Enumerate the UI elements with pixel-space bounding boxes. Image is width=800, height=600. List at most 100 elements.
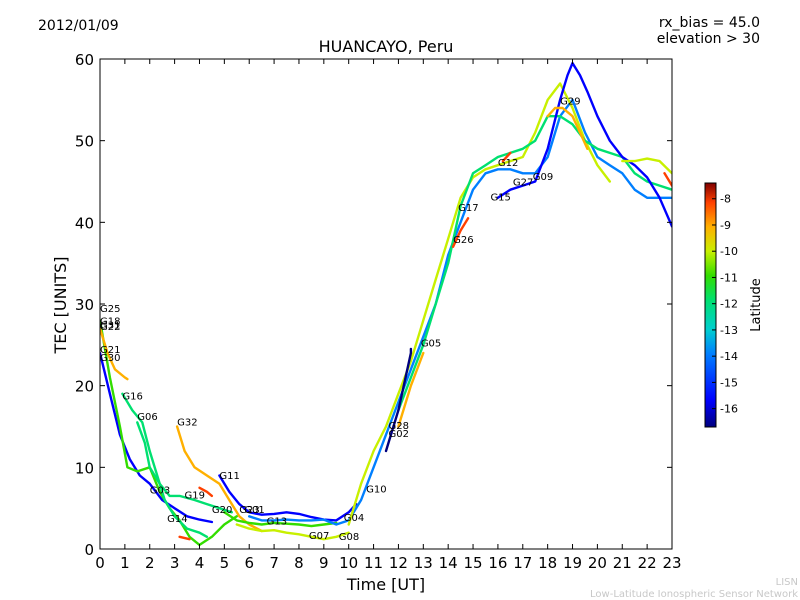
tec-series-9 [235,523,350,541]
x-tick-label: 1 [120,554,130,572]
colorbar-tick-label: -9 [720,219,731,232]
footer-network-name: Low-Latitude Ionospheric Sensor Network [590,589,798,600]
x-tick-label: 5 [220,554,230,572]
colorbar-tick-label: -11 [720,271,738,284]
sat-label-g30: G30 [100,353,120,364]
tec-series-14 [397,351,425,428]
tec-series-4 [121,392,209,538]
colorbar-tick-label: -8 [720,193,731,206]
x-tick-label: 7 [269,554,279,572]
sat-label-g11: G11 [219,471,239,482]
y-axis-label: TEC [UNITS] [51,257,70,355]
tec-series-21 [198,486,214,498]
colorbar-tick-label: -15 [720,376,738,389]
x-tick-label: 13 [414,554,433,572]
x-tick-label: 8 [294,554,304,572]
x-tick-label: 10 [339,554,358,572]
y-tick-label: 20 [75,378,94,396]
sat-label-g05: G05 [421,338,441,349]
x-tick-label: 18 [538,554,557,572]
x-tick-label: 22 [638,554,657,572]
sat-label-g23: G23 [239,505,259,516]
sat-label-g03: G03 [150,485,170,496]
tec-series-5 [136,421,233,514]
sat-label-g08: G08 [339,532,359,543]
tec-series-1 [100,351,214,524]
sat-label-g28: G28 [388,421,408,432]
tec-series-10 [248,98,672,526]
sat-label-g12: G12 [498,158,518,169]
x-tick-label: 0 [95,554,105,572]
x-tick-label: 9 [319,554,329,572]
rx-bias-label: rx_bias = 45.0 [659,15,760,31]
sat-label-g07: G07 [309,531,329,542]
x-tick-label: 12 [389,554,408,572]
tec-series-18 [451,217,470,248]
sat-label-g17: G17 [458,203,478,214]
sat-label-g04: G04 [344,513,364,524]
tec-series-22 [178,535,191,541]
sat-label-g06: G06 [137,412,157,423]
sat-label-g26: G26 [453,235,473,246]
colorbar-label: Latitude [749,278,764,332]
x-tick-label: 6 [244,554,254,572]
sat-label-g19: G19 [185,490,205,501]
axis-ticks: 0 1 2 3 4 5 6 7 8 9 10 11 12 13 14 15 16 17 18 19 20 21 22 2301… [75,51,682,572]
date-label: 2012/01/09 [38,18,119,34]
tec-series-8 [223,511,338,528]
tec-series-7 [218,474,358,522]
y-tick-label: 60 [75,51,94,69]
tec-series-3 [100,327,129,381]
elevation-label: elevation > 30 [657,31,760,47]
sat-label-g10: G10 [366,485,386,496]
sat-label-g25: G25 [100,304,120,315]
colorbar [704,182,717,428]
x-tick-label: 20 [588,554,607,572]
sat-label-g27: G27 [513,178,533,189]
tec-series-19 [501,151,512,163]
sat-label-g14: G14 [167,514,187,525]
sat-label-g18: G18 [100,316,120,327]
sat-label-g02: G02 [388,429,408,440]
x-tick-label: 11 [364,554,383,572]
x-tick-label: 19 [563,554,582,572]
tec-series-11 [347,82,611,526]
sat-label-g21: G21 [100,345,120,356]
y-tick-label: 0 [84,541,94,559]
colorbar-tick-label: -10 [720,245,738,258]
sat-label-g13: G13 [267,517,287,528]
sat-label-g20: G20 [212,505,232,516]
tec-series-13 [384,347,413,453]
y-tick-label: 30 [75,296,94,314]
series-layer [100,61,672,547]
sat-label-g16: G16 [122,392,142,403]
x-axis-label: Time [UT] [346,575,425,594]
x-tick-label: 2 [145,554,155,572]
sat-label-g09: G09 [533,172,553,183]
colorbar-ticks: -16 -15 -14 -13 -12 -11 -10 -9 -8 [712,193,738,416]
x-tick-label: 16 [488,554,507,572]
sat-label-g22: G22 [100,322,120,333]
x-tick-label: 14 [439,554,458,572]
footer-network-short: LISN [776,577,798,588]
y-tick-label: 10 [75,459,94,477]
tec-series-12 [397,115,672,412]
x-tick-label: 3 [170,554,180,572]
sat-label-g32: G32 [177,418,197,429]
x-tick-label: 15 [463,554,482,572]
tec-series-16 [546,106,589,150]
colorbar-tick-label: -16 [720,403,738,416]
x-tick-label: 23 [662,554,681,572]
y-tick-label: 40 [75,214,94,232]
colorbar-tick-label: -12 [720,298,738,311]
colorbar-tick-label: -14 [720,350,738,363]
sat-label-g29: G29 [560,97,580,108]
sat-label-g31: G31 [100,321,120,332]
colorbar-tick-label: -13 [720,324,738,337]
chart-title: HUANCAYO, Peru [319,37,454,56]
x-tick-label: 4 [195,554,205,572]
x-tick-label: 21 [613,554,632,572]
sat-label-g01: G01 [244,505,264,516]
